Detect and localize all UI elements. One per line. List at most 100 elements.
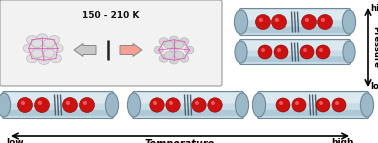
Ellipse shape: [180, 55, 189, 62]
Ellipse shape: [159, 55, 169, 62]
Text: high: high: [332, 138, 354, 143]
Ellipse shape: [235, 41, 247, 63]
Circle shape: [275, 18, 279, 22]
Ellipse shape: [169, 36, 179, 44]
FancyBboxPatch shape: [257, 92, 369, 119]
Ellipse shape: [32, 39, 43, 47]
Ellipse shape: [169, 56, 179, 64]
Ellipse shape: [154, 46, 163, 54]
Circle shape: [295, 101, 299, 105]
Ellipse shape: [26, 54, 38, 63]
Ellipse shape: [49, 36, 60, 44]
Ellipse shape: [253, 93, 266, 117]
Circle shape: [17, 98, 33, 113]
Ellipse shape: [32, 49, 43, 58]
Circle shape: [319, 101, 323, 105]
Ellipse shape: [26, 36, 38, 44]
FancyBboxPatch shape: [5, 93, 111, 103]
Ellipse shape: [360, 93, 373, 117]
FancyBboxPatch shape: [135, 110, 240, 116]
Ellipse shape: [159, 38, 169, 45]
FancyBboxPatch shape: [243, 27, 347, 33]
Ellipse shape: [174, 51, 184, 59]
Circle shape: [274, 45, 288, 59]
Ellipse shape: [43, 39, 55, 47]
FancyArrow shape: [120, 43, 142, 56]
Text: low: low: [6, 138, 23, 143]
Ellipse shape: [180, 38, 189, 45]
Circle shape: [303, 48, 307, 52]
Circle shape: [277, 48, 281, 52]
Text: 150 - 210 K: 150 - 210 K: [82, 10, 140, 19]
Circle shape: [261, 48, 265, 52]
Circle shape: [332, 98, 346, 112]
FancyArrow shape: [74, 43, 96, 56]
FancyBboxPatch shape: [260, 110, 366, 116]
Circle shape: [316, 45, 330, 59]
Circle shape: [150, 98, 164, 112]
FancyBboxPatch shape: [3, 92, 113, 119]
Ellipse shape: [0, 93, 11, 117]
Text: high: high: [370, 4, 378, 13]
FancyBboxPatch shape: [6, 110, 110, 116]
Circle shape: [62, 98, 77, 113]
FancyBboxPatch shape: [133, 92, 243, 119]
Circle shape: [21, 101, 25, 105]
FancyBboxPatch shape: [135, 93, 241, 103]
Ellipse shape: [23, 44, 34, 52]
Circle shape: [38, 101, 42, 105]
Ellipse shape: [234, 10, 248, 34]
FancyBboxPatch shape: [243, 56, 347, 62]
FancyBboxPatch shape: [240, 39, 350, 64]
Ellipse shape: [343, 41, 355, 63]
Text: Pressure: Pressure: [372, 26, 378, 68]
Ellipse shape: [43, 49, 55, 58]
Circle shape: [34, 98, 50, 113]
FancyBboxPatch shape: [0, 0, 222, 86]
Circle shape: [316, 98, 330, 112]
Circle shape: [258, 45, 272, 59]
Circle shape: [208, 98, 222, 112]
Circle shape: [319, 48, 323, 52]
Circle shape: [321, 18, 325, 22]
Circle shape: [276, 98, 290, 112]
Ellipse shape: [50, 54, 61, 63]
Circle shape: [271, 14, 287, 29]
Circle shape: [169, 101, 173, 105]
Ellipse shape: [174, 41, 184, 49]
Circle shape: [259, 18, 263, 22]
Circle shape: [66, 101, 70, 105]
FancyBboxPatch shape: [240, 8, 350, 35]
Circle shape: [256, 14, 271, 29]
FancyBboxPatch shape: [242, 41, 348, 51]
Circle shape: [335, 101, 339, 105]
Circle shape: [83, 101, 87, 105]
FancyBboxPatch shape: [242, 10, 348, 20]
Circle shape: [292, 98, 306, 112]
Ellipse shape: [169, 44, 179, 52]
Circle shape: [153, 101, 157, 105]
FancyBboxPatch shape: [260, 93, 366, 103]
Ellipse shape: [164, 51, 174, 59]
Circle shape: [318, 14, 333, 29]
Text: low: low: [370, 82, 378, 91]
Ellipse shape: [342, 10, 356, 34]
Circle shape: [300, 45, 314, 59]
Text: Temperature: Temperature: [145, 139, 215, 143]
Ellipse shape: [164, 41, 174, 49]
Ellipse shape: [127, 93, 141, 117]
Ellipse shape: [39, 56, 50, 64]
Ellipse shape: [235, 93, 249, 117]
Circle shape: [192, 98, 206, 112]
Ellipse shape: [184, 46, 194, 54]
Circle shape: [302, 14, 316, 29]
Circle shape: [305, 18, 309, 22]
Ellipse shape: [37, 34, 48, 42]
Circle shape: [195, 101, 199, 105]
Ellipse shape: [37, 44, 48, 52]
Circle shape: [166, 98, 180, 112]
Circle shape: [279, 101, 283, 105]
Circle shape: [211, 101, 215, 105]
Ellipse shape: [105, 93, 119, 117]
Ellipse shape: [52, 44, 63, 52]
